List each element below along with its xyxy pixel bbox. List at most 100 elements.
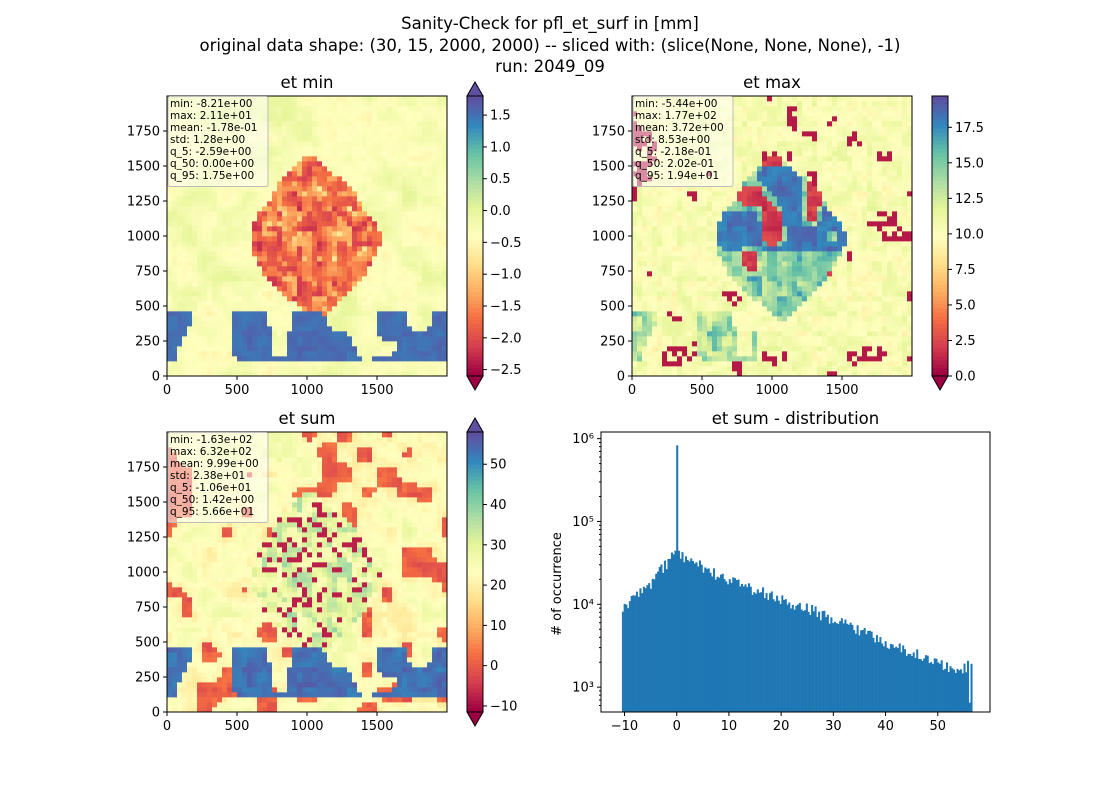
heatmap-cell — [332, 141, 338, 147]
heatmap-cell — [792, 221, 798, 227]
heatmap-cell — [847, 341, 853, 347]
heatmap-cell — [297, 156, 303, 162]
heatmap-cell — [407, 336, 413, 342]
heatmap-cell — [427, 331, 433, 337]
heatmap-cell — [657, 271, 663, 277]
heatmap-cell — [647, 326, 653, 332]
heatmap-cell — [797, 271, 803, 277]
heatmap-cell — [397, 316, 403, 322]
heatmap-cell — [367, 291, 373, 297]
heatmap-cell — [287, 181, 293, 187]
y-tick-label: 0 — [152, 370, 160, 385]
heatmap-cell — [277, 291, 283, 297]
heatmap-cell — [342, 341, 348, 347]
heatmap-cell — [337, 346, 343, 352]
heatmap-cell — [167, 341, 173, 347]
heatmap-cell — [177, 351, 183, 357]
heatmap-cell — [687, 356, 693, 362]
heatmap-cell — [327, 141, 333, 147]
heatmap-cell — [642, 306, 648, 312]
colorbar-segment — [467, 232, 483, 237]
heatmap-cell — [392, 181, 398, 187]
heatmap-cell — [342, 126, 348, 132]
heatmap-cell — [632, 246, 638, 252]
heatmap-cell — [197, 321, 203, 327]
heatmap-cell — [222, 351, 228, 357]
heatmap-cell — [782, 336, 788, 342]
heatmap-cell — [417, 116, 423, 122]
heatmap-cell — [692, 361, 698, 367]
heatmap-cell — [677, 291, 683, 297]
heatmap-cell — [177, 336, 183, 342]
heatmap-cell — [432, 256, 438, 262]
heatmap-cell — [232, 276, 238, 282]
heatmap-cell — [377, 346, 383, 352]
heatmap-cell — [167, 301, 173, 307]
heatmap-cell — [287, 346, 293, 352]
heatmap-cell — [257, 241, 263, 247]
heatmap-cell — [327, 276, 333, 282]
heatmap-cell — [432, 171, 438, 177]
heatmap-cell — [702, 346, 708, 352]
heatmap-cell — [882, 366, 888, 372]
heatmap-cell — [372, 131, 378, 137]
heatmap-cell — [357, 361, 363, 367]
heatmap-cell — [397, 171, 403, 177]
heatmap-cell — [187, 256, 193, 262]
heatmap-cell — [312, 271, 318, 277]
colorbar-tick-label: 0.0 — [490, 204, 511, 219]
heatmap-cell — [317, 356, 323, 362]
heatmap-cell — [692, 296, 698, 302]
heatmap-cell — [417, 196, 423, 202]
heatmap-cell — [732, 251, 738, 257]
heatmap-cell — [867, 301, 873, 307]
heatmap-cell — [702, 281, 708, 287]
heatmap-cell — [187, 266, 193, 272]
heatmap-cell — [307, 371, 313, 377]
heatmap-cell — [792, 241, 798, 247]
heatmap-cell — [747, 321, 753, 327]
heatmap-cell — [352, 136, 358, 142]
heatmap-cell — [802, 266, 808, 272]
heatmap-cell — [302, 356, 308, 362]
heatmap-cell — [717, 261, 723, 267]
heatmap-cell — [237, 331, 243, 337]
heatmap-cell — [217, 256, 223, 262]
heatmap-cell — [267, 101, 273, 107]
heatmap-cell — [292, 186, 298, 192]
heatmap-cell — [287, 246, 293, 252]
heatmap-cell — [197, 301, 203, 307]
heatmap-cell — [657, 231, 663, 237]
heatmap-cell — [742, 371, 748, 377]
heatmap-cell — [287, 196, 293, 202]
heatmap-cell — [847, 346, 853, 352]
heatmap-cell — [437, 216, 443, 222]
heatmap-cell — [177, 341, 183, 347]
heatmap-cell — [417, 271, 423, 277]
heatmap-cell — [892, 301, 898, 307]
heatmap-cell — [762, 231, 768, 237]
heatmap-cell — [437, 201, 443, 207]
heatmap-cell — [177, 331, 183, 337]
heatmap-cell — [792, 251, 798, 257]
heatmap-cell — [377, 161, 383, 167]
heatmap-cell — [432, 296, 438, 302]
heatmap-cell — [247, 306, 253, 312]
heatmap-cell — [347, 246, 353, 252]
heatmap-cell — [167, 306, 173, 312]
heatmap-cell — [407, 326, 413, 332]
heatmap-cell — [287, 96, 293, 102]
heatmap-cell — [722, 311, 728, 317]
heatmap-cell — [212, 336, 218, 342]
heatmap-cell — [322, 141, 328, 147]
heatmap-cell — [682, 336, 688, 342]
heatmap-cell — [292, 311, 298, 317]
heatmap-cell — [797, 266, 803, 272]
heatmap-cell — [382, 131, 388, 137]
heatmap-cell — [737, 241, 743, 247]
heatmap-cell — [417, 161, 423, 167]
heatmap-cell — [722, 336, 728, 342]
heatmap-cell — [677, 316, 683, 322]
heatmap-cell — [427, 361, 433, 367]
heatmap-cell — [777, 341, 783, 347]
